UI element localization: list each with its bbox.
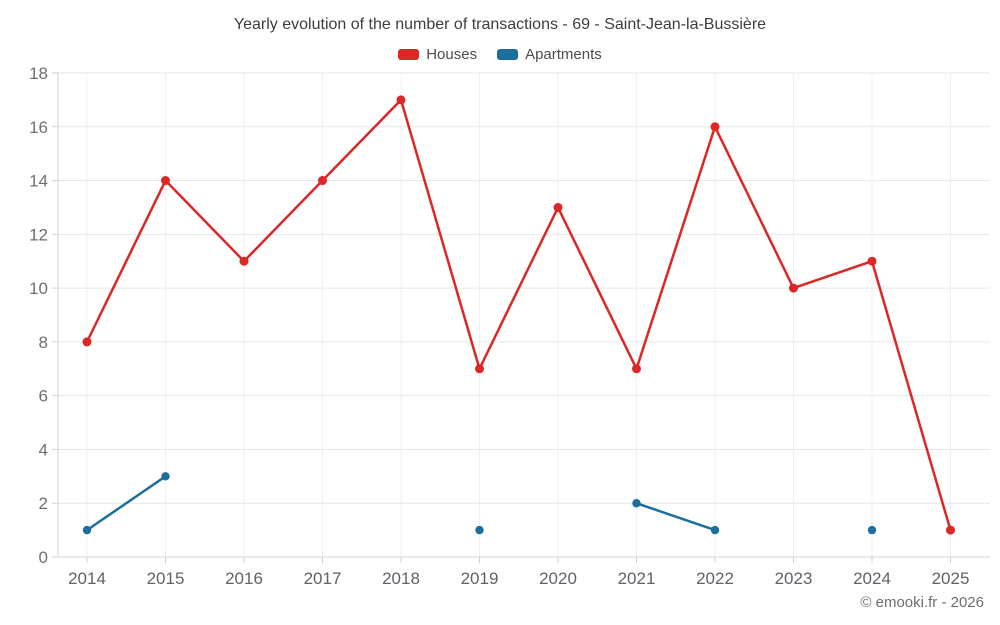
legend-item-houses[interactable]: Houses — [398, 46, 477, 63]
x-axis-label-2017: 2017 — [304, 569, 342, 588]
point-houses-2017[interactable] — [318, 176, 327, 186]
x-axis-label-2023: 2023 — [775, 569, 813, 588]
point-houses-2014[interactable] — [82, 337, 92, 347]
legend: Houses Apartments — [0, 46, 1000, 63]
point-apartments-2024[interactable] — [867, 525, 877, 535]
point-houses-2025[interactable] — [946, 525, 955, 535]
x-axis-label-2015: 2015 — [147, 569, 185, 588]
point-houses-2023[interactable] — [789, 283, 798, 293]
y-axis-label-16: 16 — [29, 118, 48, 137]
x-axis-label-2014: 2014 — [68, 569, 106, 588]
y-axis-label-2: 2 — [39, 494, 48, 513]
line-apartments — [635, 501, 717, 532]
x-axis-label-2024: 2024 — [853, 569, 891, 588]
x-axis-label-2022: 2022 — [696, 569, 734, 588]
x-axis-label-2018: 2018 — [382, 569, 420, 588]
x-axis-label-2021: 2021 — [618, 569, 656, 588]
point-houses-2015[interactable] — [161, 176, 170, 186]
point-houses-2020[interactable] — [553, 202, 563, 212]
point-apartments-2015[interactable] — [161, 472, 170, 481]
x-axis-label-2020: 2020 — [539, 569, 577, 588]
point-apartments-2022[interactable] — [710, 525, 720, 535]
y-axis-label-18: 18 — [29, 64, 48, 83]
y-axis-label-0: 0 — [39, 548, 48, 567]
y-axis-label-8: 8 — [39, 333, 48, 352]
line-apartments — [85, 475, 167, 532]
x-axis-label-2016: 2016 — [225, 569, 263, 588]
point-houses-2024[interactable] — [867, 256, 877, 266]
point-apartments-2019[interactable] — [475, 525, 484, 535]
point-houses-2021[interactable] — [632, 364, 641, 374]
legend-item-apartments[interactable]: Apartments — [497, 46, 602, 63]
legend-swatch-apartments-icon — [497, 49, 519, 60]
point-houses-2016[interactable] — [239, 256, 249, 266]
legend-label-apartments: Apartments — [525, 46, 602, 63]
legend-swatch-houses-icon — [398, 49, 420, 60]
y-axis-label-4: 4 — [39, 440, 48, 459]
x-axis-label-2019: 2019 — [461, 569, 499, 588]
point-houses-2018[interactable] — [396, 95, 406, 105]
point-apartments-2014[interactable] — [82, 525, 92, 535]
line-houses — [85, 98, 952, 532]
y-axis-label-12: 12 — [29, 225, 48, 244]
legend-label-houses: Houses — [426, 46, 478, 63]
point-houses-2019[interactable] — [475, 364, 484, 374]
y-axis-label-6: 6 — [39, 387, 48, 406]
x-axis-label-2025: 2025 — [932, 569, 970, 588]
chart-title: Yearly evolution of the number of transa… — [233, 16, 767, 33]
copyright: © emooki.fr - 2026 — [860, 594, 984, 611]
point-apartments-2021[interactable] — [632, 499, 641, 508]
y-axis-label-14: 14 — [29, 172, 48, 191]
point-houses-2022[interactable] — [710, 122, 720, 132]
y-axis-label-10: 10 — [29, 279, 48, 298]
